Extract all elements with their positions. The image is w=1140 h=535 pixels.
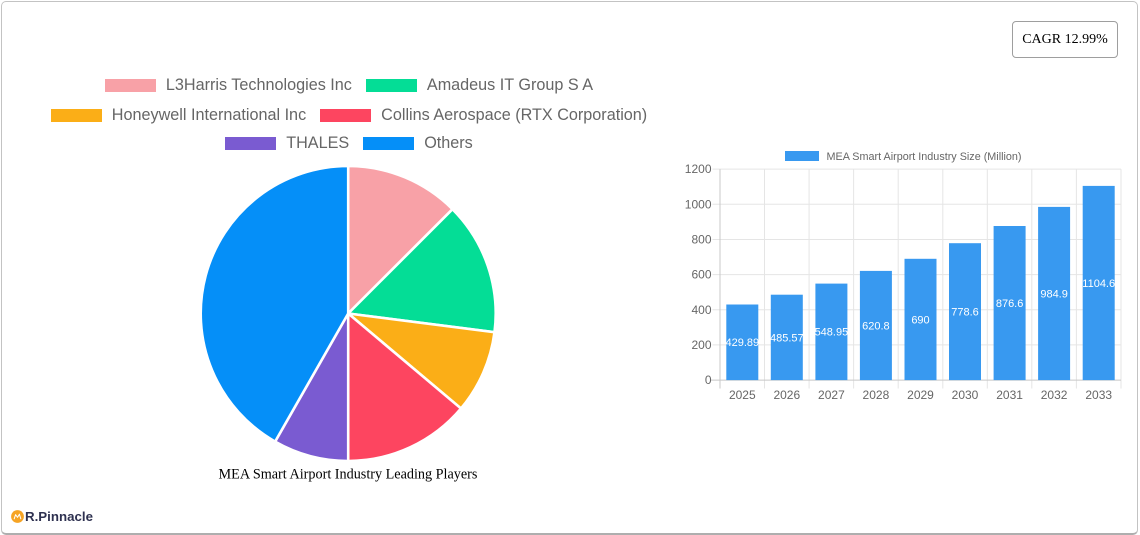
svg-text:1000: 1000	[685, 197, 712, 211]
svg-text:876.6: 876.6	[996, 298, 1024, 310]
svg-text:485.57: 485.57	[770, 332, 804, 344]
svg-text:2030: 2030	[952, 388, 979, 402]
svg-text:1200: 1200	[685, 162, 712, 176]
svg-text:548.95: 548.95	[815, 327, 849, 339]
svg-text:200: 200	[691, 338, 711, 352]
svg-text:690: 690	[911, 314, 929, 326]
svg-text:2033: 2033	[1085, 388, 1112, 402]
svg-text:2029: 2029	[907, 388, 934, 402]
svg-text:1104.6: 1104.6	[1082, 278, 1115, 290]
svg-text:429.89: 429.89	[725, 337, 759, 349]
svg-text:MEA Smart Airport Industry Siz: MEA Smart Airport Industry Size (Million…	[827, 151, 1022, 163]
svg-text:2028: 2028	[863, 388, 890, 402]
svg-text:778.6: 778.6	[951, 307, 979, 319]
svg-text:0: 0	[705, 373, 712, 387]
svg-text:MEA Smart Airport Industry Lea: MEA Smart Airport Industry Leading Playe…	[219, 467, 478, 483]
svg-text:620.8: 620.8	[862, 320, 890, 332]
svg-text:600: 600	[691, 268, 711, 282]
svg-text:800: 800	[691, 233, 711, 247]
svg-text:984.9: 984.9	[1040, 288, 1068, 300]
svg-text:2027: 2027	[818, 388, 845, 402]
svg-text:2026: 2026	[773, 388, 800, 402]
svg-text:400: 400	[691, 303, 711, 317]
svg-text:2032: 2032	[1041, 388, 1068, 402]
svg-text:2025: 2025	[729, 388, 756, 402]
svg-text:2031: 2031	[996, 388, 1023, 402]
